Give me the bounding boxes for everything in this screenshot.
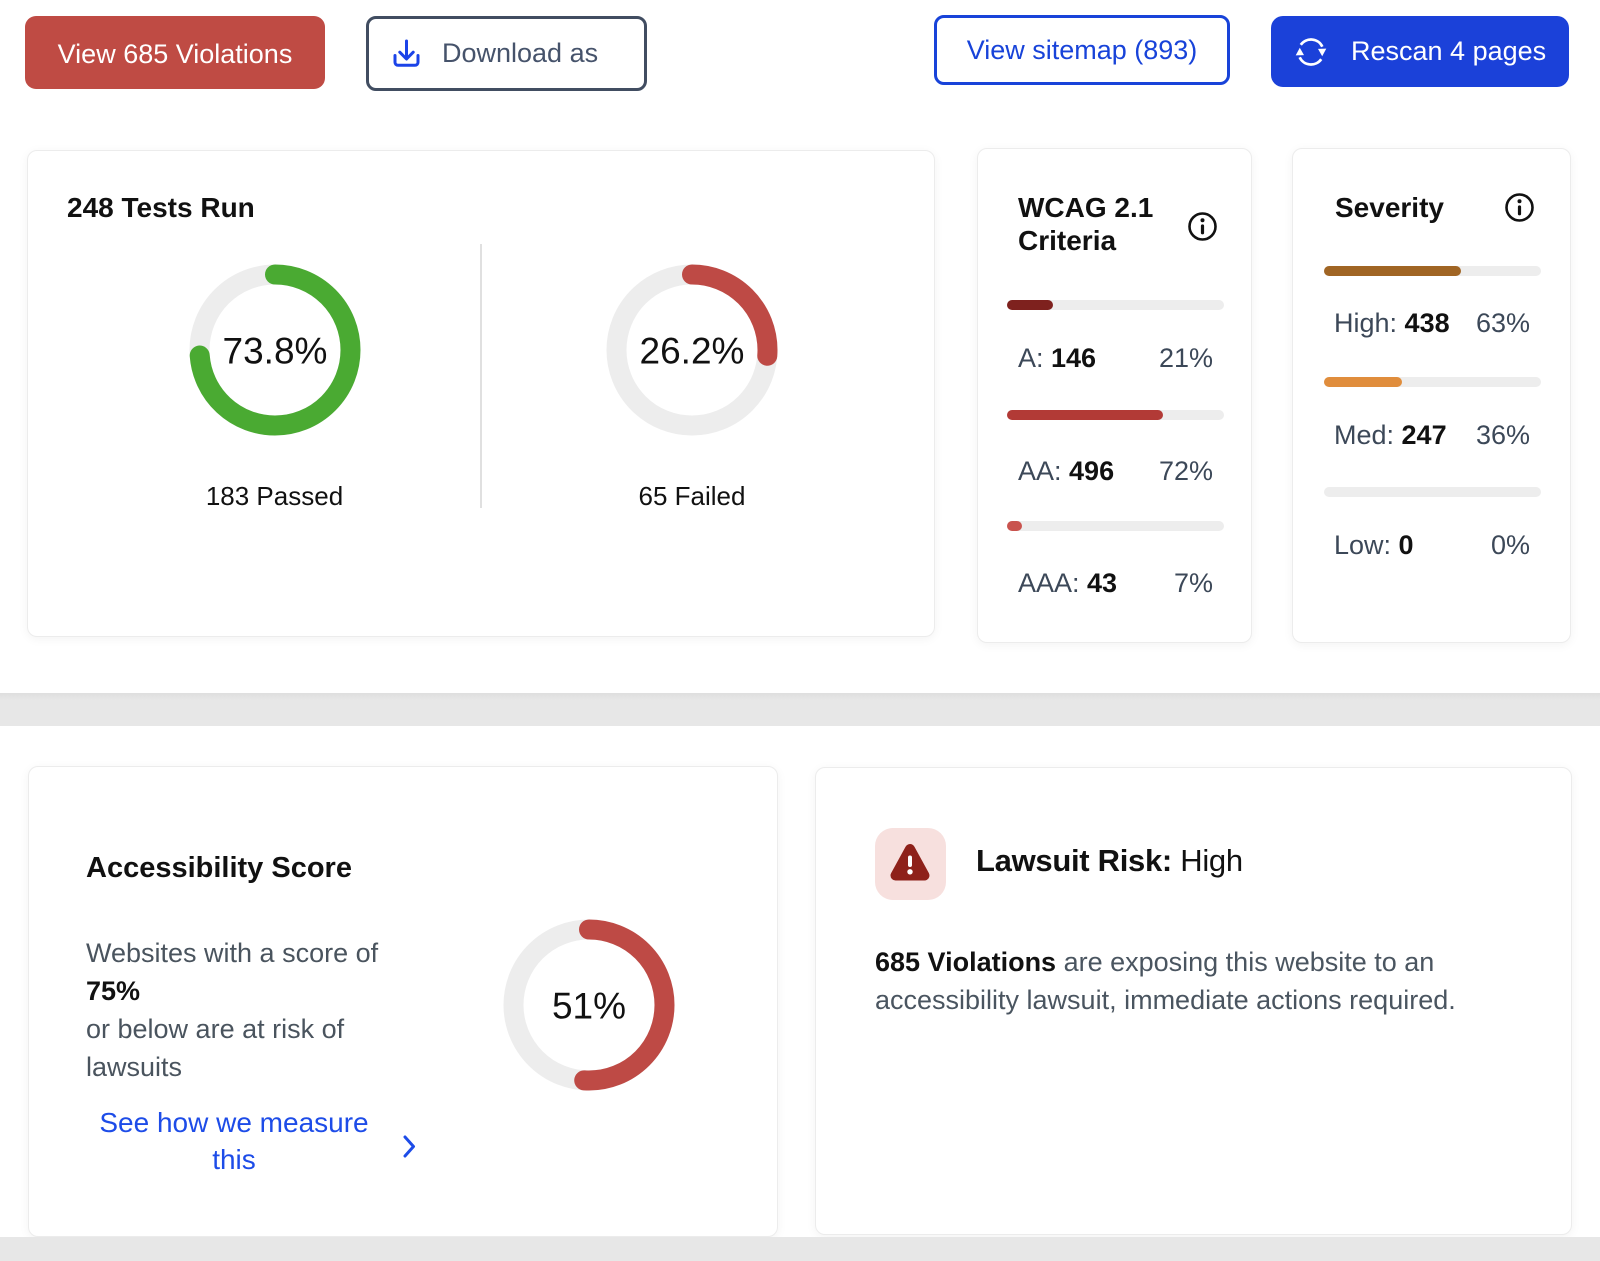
svg-text:51%: 51% (551, 986, 625, 1027)
svg-text:73.8%: 73.8% (222, 331, 327, 372)
svg-text:26.2%: 26.2% (640, 331, 745, 372)
